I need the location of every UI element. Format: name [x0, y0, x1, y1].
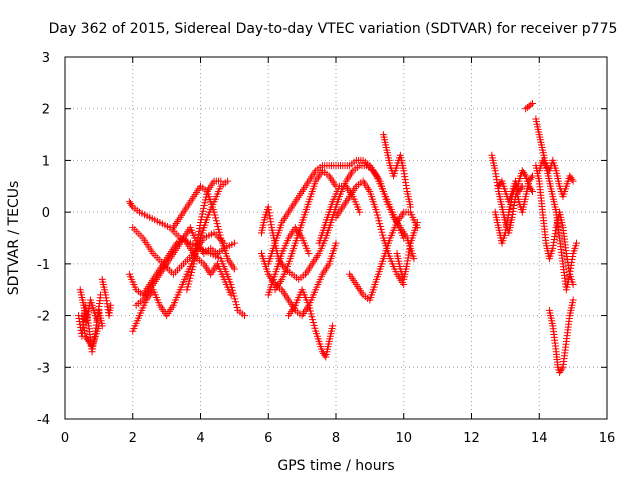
data-point [309, 316, 317, 324]
x-tick-label: 14 [531, 431, 548, 446]
data-point [306, 307, 314, 315]
data-point [107, 301, 115, 309]
data-point [517, 184, 525, 192]
data-point [305, 250, 313, 258]
data-point [230, 239, 238, 247]
y-tick-labels: -4 -3 -2 -1 0 1 2 3 [37, 51, 50, 428]
x-tick-label: 8 [332, 431, 340, 446]
data-point [528, 100, 536, 108]
x-tick-labels: 0 2 4 6 8 10 12 14 16 [61, 431, 615, 446]
data-point [376, 223, 384, 231]
data-point [183, 286, 191, 294]
x-tick-label: 10 [395, 431, 412, 446]
data-point [569, 177, 577, 185]
data-point [184, 283, 192, 291]
data-point [332, 239, 340, 247]
x-tick-label: 0 [61, 431, 69, 446]
data-point [232, 301, 240, 309]
data-point [215, 225, 223, 233]
data-point [373, 211, 381, 219]
y-tick-label: 0 [42, 206, 50, 221]
data-point [306, 304, 314, 312]
data-point [230, 265, 238, 273]
data-point [310, 321, 318, 329]
data-point [230, 292, 238, 300]
y-tick-label: 3 [42, 51, 50, 66]
data-point [309, 318, 317, 326]
data-point [356, 208, 364, 216]
x-tick-label: 4 [196, 431, 204, 446]
x-tick-label: 16 [599, 431, 616, 446]
data-point [188, 266, 196, 274]
data-point [211, 211, 219, 219]
data-points [75, 100, 581, 376]
data-point [407, 203, 415, 211]
y-tick-label: 2 [42, 103, 50, 118]
data-point [233, 304, 241, 312]
axis-ticks [64, 56, 608, 420]
data-point [213, 220, 221, 228]
x-tick-label: 2 [129, 431, 137, 446]
data-point [527, 186, 535, 194]
data-point [373, 208, 381, 216]
data-point [187, 268, 195, 276]
data-point [329, 322, 337, 330]
data-point [186, 274, 194, 282]
data-point [187, 271, 195, 279]
data-point [184, 280, 192, 288]
data-point [217, 177, 225, 185]
data-point [569, 296, 577, 304]
data-point [212, 214, 220, 222]
data-point [377, 225, 385, 233]
data-point [379, 231, 387, 239]
data-point [400, 234, 408, 242]
data-point [95, 322, 103, 330]
data-point [375, 217, 383, 225]
data-point [212, 217, 220, 225]
data-point [518, 182, 526, 190]
data-point [232, 298, 240, 306]
data-point [527, 101, 535, 109]
y-tick-label: -4 [37, 413, 50, 428]
y-tick-label: 1 [42, 154, 50, 169]
data-point [241, 312, 249, 320]
data-point [185, 277, 193, 285]
data-point [568, 175, 576, 183]
data-point [413, 218, 421, 226]
data-point [214, 223, 222, 231]
chart-title: Day 362 of 2015, Sidereal Day-to-day VTE… [49, 21, 618, 37]
data-point [307, 310, 315, 318]
data-point [374, 214, 382, 222]
data-point [308, 313, 316, 321]
data-point [220, 239, 228, 247]
data-point [128, 201, 136, 209]
x-tick-label: 12 [463, 431, 480, 446]
data-point [378, 228, 386, 236]
data-point [189, 263, 197, 271]
data-point [311, 324, 319, 332]
x-axis-label: GPS time / hours [277, 458, 394, 474]
y-tick-label: -1 [37, 258, 50, 273]
data-point [224, 177, 232, 185]
data-point [227, 291, 235, 299]
data-point [573, 239, 581, 247]
data-point [527, 174, 535, 182]
data-point [541, 160, 549, 168]
data-point [376, 220, 384, 228]
data-point [231, 295, 239, 303]
y-axis-label: SDTVAR / TECUs [6, 181, 22, 296]
y-tick-label: -3 [37, 361, 50, 376]
x-tick-label: 6 [264, 431, 272, 446]
y-tick-label: -2 [37, 310, 50, 325]
data-point [558, 365, 566, 373]
data-point [210, 208, 218, 216]
data-point [305, 301, 313, 309]
data-point [521, 170, 529, 178]
data-point [410, 255, 418, 263]
